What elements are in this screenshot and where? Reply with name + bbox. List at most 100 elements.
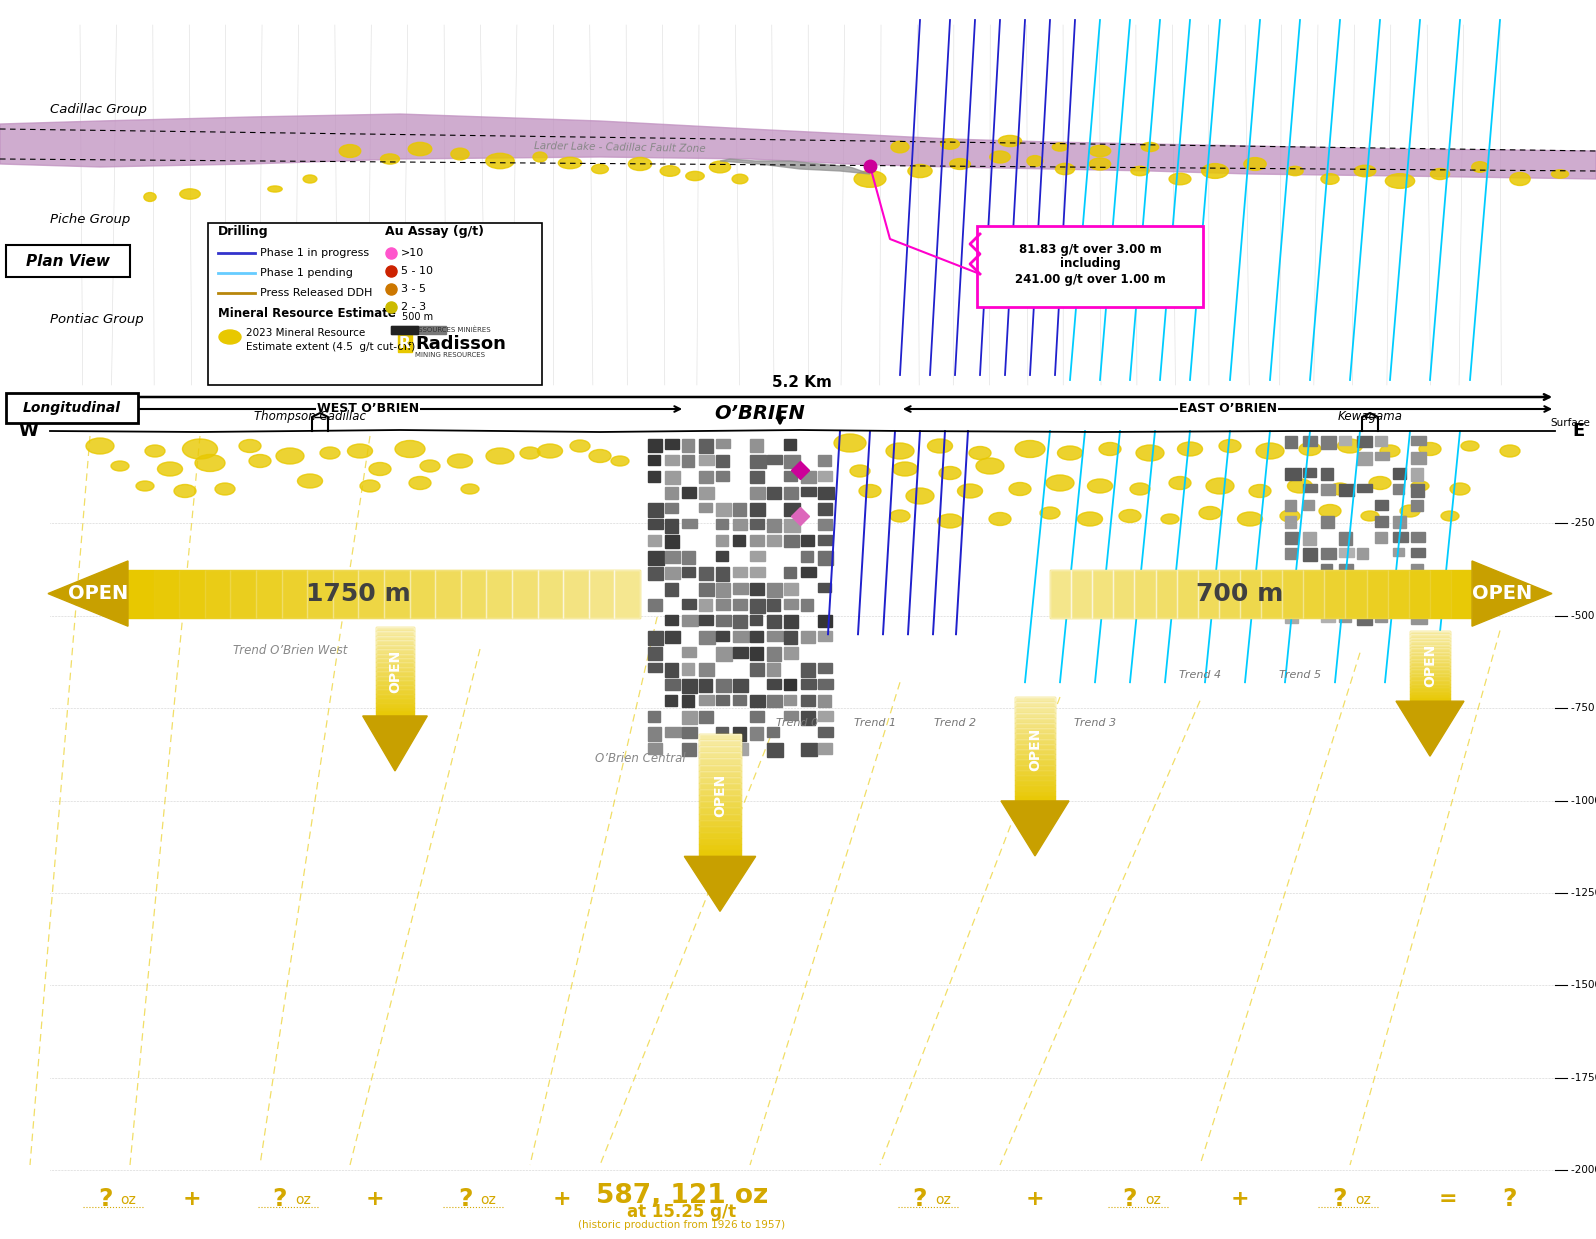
Text: Trend 2: Trend 2 [934, 717, 977, 727]
Bar [1411, 501, 1422, 512]
Ellipse shape [1286, 166, 1304, 176]
Bar [359, 570, 385, 617]
Bar [1409, 673, 1451, 676]
Bar [717, 695, 729, 705]
Bar [699, 814, 741, 820]
Bar [1430, 570, 1451, 617]
Bar [699, 743, 712, 757]
Bar [648, 711, 661, 722]
Bar [648, 567, 662, 580]
Bar [733, 743, 747, 755]
Bar [1321, 515, 1334, 528]
Bar [819, 631, 832, 641]
Ellipse shape [990, 151, 1010, 164]
Bar [699, 746, 741, 752]
Bar [1197, 570, 1219, 617]
Ellipse shape [1055, 164, 1074, 175]
Bar [681, 695, 694, 707]
Bar [801, 631, 814, 643]
Bar [377, 711, 413, 716]
Bar [1015, 724, 1055, 729]
Bar [1411, 484, 1424, 497]
Bar [666, 455, 680, 465]
Bar [784, 503, 800, 515]
Bar [801, 598, 814, 611]
Ellipse shape [174, 484, 196, 498]
Bar [699, 789, 741, 795]
Ellipse shape [447, 453, 472, 468]
Bar [1376, 580, 1389, 592]
Bar [1285, 580, 1299, 589]
Bar [1409, 631, 1451, 634]
Ellipse shape [136, 481, 153, 491]
Bar [666, 663, 677, 676]
Bar [784, 711, 798, 720]
Text: 500 m: 500 m [402, 312, 434, 322]
Bar [648, 455, 661, 465]
Bar [1409, 688, 1451, 690]
Bar [1285, 436, 1296, 447]
Bar [1015, 703, 1055, 707]
Bar [750, 727, 763, 741]
Bar [733, 584, 749, 595]
Bar [666, 471, 680, 484]
Bar [1409, 655, 1451, 659]
Bar [1409, 638, 1451, 641]
Ellipse shape [303, 175, 318, 183]
Text: -2000 m: -2000 m [1570, 1165, 1596, 1175]
Bar [733, 727, 745, 741]
Bar [699, 752, 741, 758]
Bar [681, 647, 696, 657]
Ellipse shape [1361, 510, 1379, 522]
Bar [1015, 724, 1055, 729]
Ellipse shape [1441, 510, 1459, 522]
Bar [1261, 570, 1282, 617]
Bar [334, 570, 359, 617]
Bar [699, 844, 741, 850]
Bar [1219, 570, 1240, 617]
Ellipse shape [195, 455, 225, 472]
Ellipse shape [1041, 507, 1060, 519]
Ellipse shape [340, 145, 361, 157]
Bar [666, 439, 680, 450]
Bar [377, 694, 413, 698]
Bar [1321, 468, 1333, 481]
Bar [750, 647, 763, 660]
Bar [1050, 570, 1472, 617]
Text: Au Assay (g/t): Au Assay (g/t) [385, 225, 484, 238]
Ellipse shape [1119, 509, 1141, 523]
Text: +: + [1231, 1189, 1250, 1209]
Bar [699, 733, 741, 740]
Bar [717, 567, 729, 581]
Bar [699, 487, 713, 499]
Bar [377, 627, 413, 632]
Bar [1357, 612, 1373, 624]
Polygon shape [685, 856, 755, 912]
Bar [784, 615, 798, 628]
Ellipse shape [533, 152, 547, 162]
Bar [1135, 570, 1156, 617]
Bar [1015, 750, 1055, 755]
Bar [699, 777, 741, 783]
Bar [768, 727, 779, 737]
Bar [750, 487, 764, 498]
Bar [819, 727, 833, 737]
Text: EAST O’BRIEN: EAST O’BRIEN [1179, 403, 1277, 415]
Bar [681, 615, 697, 627]
Bar [1015, 790, 1055, 795]
Bar [784, 598, 798, 608]
Bar [699, 758, 741, 764]
Bar [377, 632, 413, 636]
Ellipse shape [977, 458, 1004, 475]
Bar [1015, 743, 1055, 750]
Text: Radisson: Radisson [415, 335, 506, 353]
Ellipse shape [661, 166, 680, 176]
Ellipse shape [182, 439, 217, 458]
Bar [733, 567, 747, 577]
Ellipse shape [538, 444, 562, 458]
Bar [377, 680, 413, 685]
Ellipse shape [859, 484, 881, 498]
Bar [377, 641, 413, 644]
Bar [733, 535, 745, 546]
Bar [1411, 612, 1427, 624]
